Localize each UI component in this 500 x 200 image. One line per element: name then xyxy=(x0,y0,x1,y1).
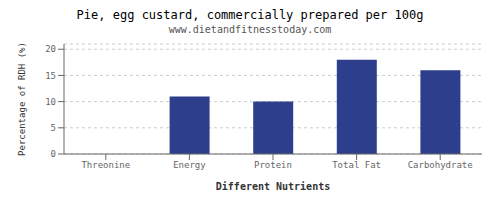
svg-text:20: 20 xyxy=(45,44,56,54)
html-text:Pie, egg custard, commercially: Pie, egg custard, commercially prepared … xyxy=(76,8,424,22)
svg-text:0: 0 xyxy=(51,149,56,159)
svg-text:10: 10 xyxy=(45,97,56,107)
svg-text:Different Nutrients: Different Nutrients xyxy=(216,181,330,192)
svg-text:Threonine: Threonine xyxy=(81,160,130,170)
html-text:www.dietandfitnesstoday.com: www.dietandfitnesstoday.com xyxy=(168,24,332,35)
svg-text:5: 5 xyxy=(51,123,56,133)
svg-text:15: 15 xyxy=(45,71,56,81)
svg-text:Carbohydrate: Carbohydrate xyxy=(408,160,473,170)
svg-text:Total Fat: Total Fat xyxy=(332,160,381,170)
svg-text:Energy: Energy xyxy=(173,160,206,170)
svg-text:Percentage of RDH (%): Percentage of RDH (%) xyxy=(17,42,27,156)
svg-text:Protein: Protein xyxy=(254,160,292,170)
